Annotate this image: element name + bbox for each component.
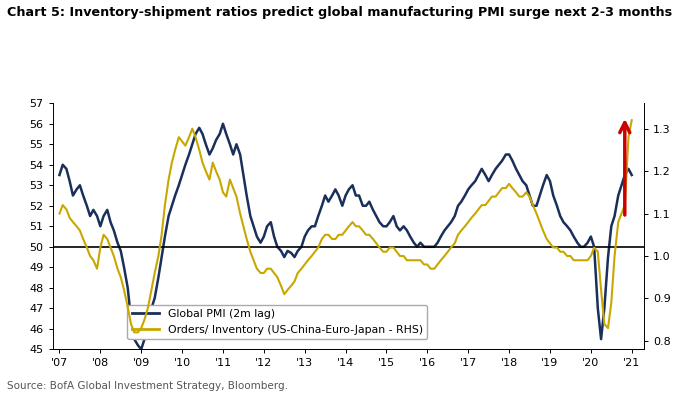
Text: Source: BofA Global Investment Strategy, Bloomberg.: Source: BofA Global Investment Strategy,…: [7, 381, 288, 391]
Legend: Global PMI (2m lag), Orders/ Inventory (US-China-Euro-Japan - RHS): Global PMI (2m lag), Orders/ Inventory (…: [127, 305, 427, 339]
Text: Chart 5: Inventory-shipment ratios predict global manufacturing PMI surge next 2: Chart 5: Inventory-shipment ratios predi…: [7, 6, 672, 19]
